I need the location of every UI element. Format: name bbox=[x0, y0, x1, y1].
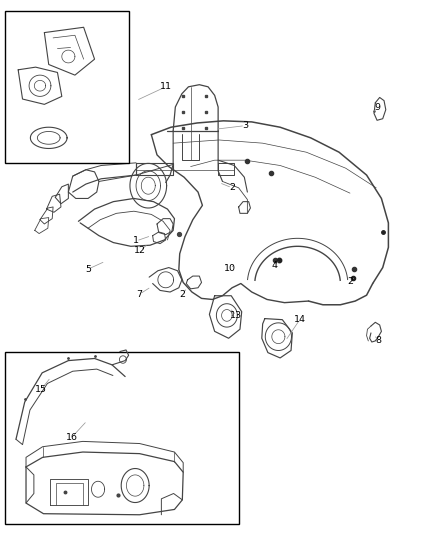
Text: 2: 2 bbox=[229, 183, 235, 192]
Bar bbox=[5, 352, 239, 524]
Bar bbox=[5, 11, 130, 163]
Text: 7: 7 bbox=[137, 289, 142, 298]
Text: 11: 11 bbox=[160, 82, 172, 91]
Text: 12: 12 bbox=[134, 246, 146, 255]
Text: 15: 15 bbox=[35, 385, 47, 394]
Text: 2: 2 bbox=[179, 289, 185, 298]
Text: 5: 5 bbox=[85, 265, 91, 273]
Text: 10: 10 bbox=[224, 264, 237, 273]
Text: 13: 13 bbox=[230, 311, 243, 320]
Text: 9: 9 bbox=[374, 102, 380, 111]
Text: 1: 1 bbox=[133, 237, 139, 246]
Text: 14: 14 bbox=[294, 315, 306, 324]
Text: 3: 3 bbox=[242, 121, 248, 130]
Text: 4: 4 bbox=[271, 261, 277, 270]
Text: 2: 2 bbox=[347, 277, 353, 286]
Text: 8: 8 bbox=[375, 336, 381, 345]
Text: 16: 16 bbox=[65, 433, 78, 442]
